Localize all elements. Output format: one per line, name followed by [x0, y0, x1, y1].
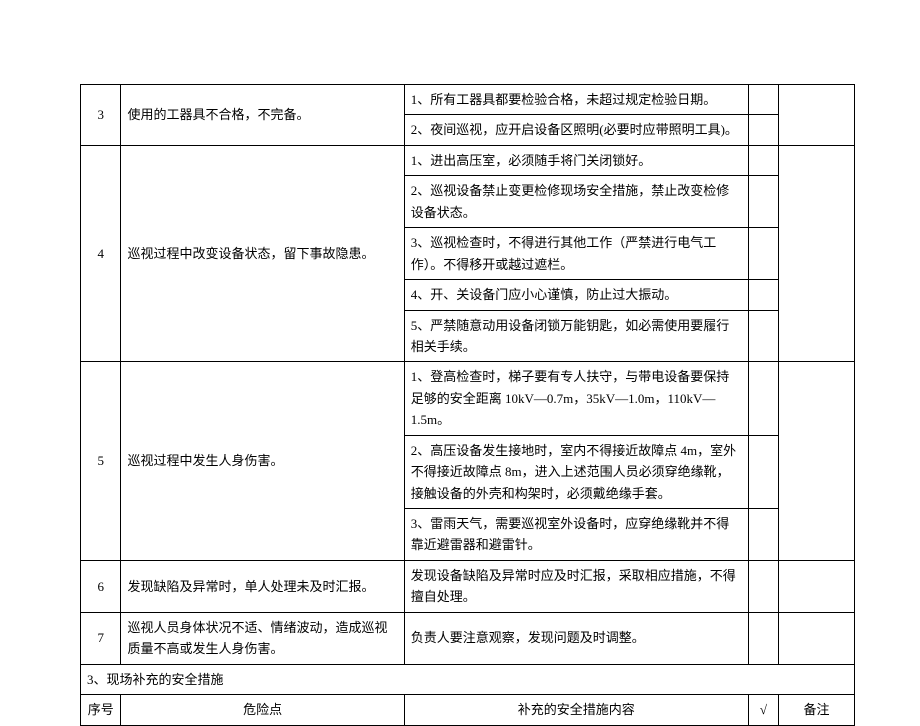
risk-cell: 巡视过程中发生人身伤害。 — [121, 362, 404, 561]
measure-cell: 2、高压设备发生接地时，室内不得接近故障点 4m，室外不得接近故障点 8m，进入… — [404, 435, 748, 508]
idx-cell: 6 — [81, 560, 121, 612]
check-cell — [748, 228, 778, 280]
measure-cell: 1、登高检查时，梯子要有专人扶守，与带电设备要保持足够的安全距离 10kV—0.… — [404, 362, 748, 435]
note-cell — [779, 362, 855, 561]
note-cell — [779, 560, 855, 612]
idx-cell: 5 — [81, 362, 121, 561]
measure-cell: 5、严禁随意动用设备闭锁万能钥匙，如必需使用要履行相关手续。 — [404, 310, 748, 362]
header-row: 序号 危险点 补充的安全措施内容 √ 备注 — [81, 695, 855, 725]
risk-cell: 使用的工器具不合格，不完备。 — [121, 85, 404, 146]
table-row: 7 巡视人员身体状况不适、情绪波动，造成巡视质量不高或发生人身伤害。 负责人要注… — [81, 612, 855, 664]
note-cell — [779, 145, 855, 362]
idx-cell: 4 — [81, 145, 121, 362]
header-check: √ — [748, 695, 778, 725]
check-cell — [748, 115, 778, 145]
check-cell — [748, 280, 778, 310]
header-note: 备注 — [779, 695, 855, 725]
check-cell — [748, 145, 778, 175]
note-cell — [779, 85, 855, 146]
safety-table: 3 使用的工器具不合格，不完备。 1、所有工器具都要检验合格，未超过规定检验日期… — [80, 84, 855, 726]
header-risk: 危险点 — [121, 695, 404, 725]
measure-cell: 1、所有工器具都要检验合格，未超过规定检验日期。 — [404, 85, 748, 115]
measure-cell: 发现设备缺陷及异常时应及时汇报，采取相应措施，不得擅自处理。 — [404, 560, 748, 612]
risk-cell: 发现缺陷及异常时，单人处理未及时汇报。 — [121, 560, 404, 612]
check-cell — [748, 509, 778, 561]
check-cell — [748, 435, 778, 508]
note-cell — [779, 612, 855, 664]
table-row: 4 巡视过程中改变设备状态，留下事故隐患。 1、进出高压室，必须随手将门关闭锁好… — [81, 145, 855, 175]
check-cell — [748, 176, 778, 228]
measure-cell: 3、雷雨天气，需要巡视室外设备时，应穿绝缘靴并不得靠近避雷器和避雷针。 — [404, 509, 748, 561]
measure-cell: 2、巡视设备禁止变更检修现场安全措施，禁止改变检修设备状态。 — [404, 176, 748, 228]
risk-cell: 巡视过程中改变设备状态，留下事故隐患。 — [121, 145, 404, 362]
section-title: 3、现场补充的安全措施 — [81, 664, 855, 694]
document-page: 3 使用的工器具不合格，不完备。 1、所有工器具都要检验合格，未超过规定检验日期… — [0, 0, 920, 651]
section-row: 3、现场补充的安全措施 — [81, 664, 855, 694]
measure-cell: 3、巡视检查时，不得进行其他工作（严禁进行电气工作）。不得移开或越过遮栏。 — [404, 228, 748, 280]
idx-cell: 3 — [81, 85, 121, 146]
header-idx: 序号 — [81, 695, 121, 725]
measure-cell: 4、开、关设备门应小心谨慎，防止过大振动。 — [404, 280, 748, 310]
table-row: 3 使用的工器具不合格，不完备。 1、所有工器具都要检验合格，未超过规定检验日期… — [81, 85, 855, 115]
check-cell — [748, 560, 778, 612]
risk-cell: 巡视人员身体状况不适、情绪波动，造成巡视质量不高或发生人身伤害。 — [121, 612, 404, 664]
table-row: 5 巡视过程中发生人身伤害。 1、登高检查时，梯子要有专人扶守，与带电设备要保持… — [81, 362, 855, 435]
idx-cell: 7 — [81, 612, 121, 664]
check-cell — [748, 85, 778, 115]
header-measure: 补充的安全措施内容 — [404, 695, 748, 725]
check-cell — [748, 310, 778, 362]
check-cell — [748, 362, 778, 435]
measure-cell: 负责人要注意观察，发现问题及时调整。 — [404, 612, 748, 664]
check-cell — [748, 612, 778, 664]
table-row: 6 发现缺陷及异常时，单人处理未及时汇报。 发现设备缺陷及异常时应及时汇报，采取… — [81, 560, 855, 612]
measure-cell: 2、夜间巡视，应开启设备区照明(必要时应带照明工具)。 — [404, 115, 748, 145]
measure-cell: 1、进出高压室，必须随手将门关闭锁好。 — [404, 145, 748, 175]
